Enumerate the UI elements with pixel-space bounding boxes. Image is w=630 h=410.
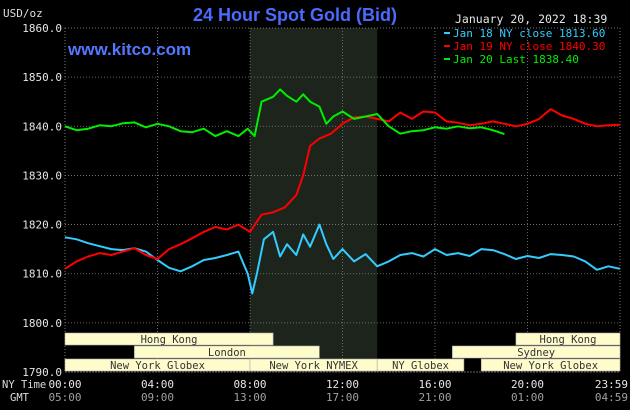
x-tick-gmt: 13:00 xyxy=(233,391,266,404)
x-tick-ny: 08:00 xyxy=(233,378,266,391)
x-tick-ny: 12:00 xyxy=(326,378,359,391)
y-tick-label: 1800.0 xyxy=(22,317,62,330)
y-tick-label: 1790.0 xyxy=(22,366,62,379)
session-label: Hong Kong xyxy=(540,334,597,346)
x-tick-gmt: 09:00 xyxy=(141,391,174,404)
x-tick-ny: 23:59 xyxy=(595,378,628,391)
unit-label: USD/oz xyxy=(3,7,43,20)
session-label: Hong Kong xyxy=(141,334,198,346)
y-tick-label: 1850.0 xyxy=(22,71,62,84)
y-tick-label: 1840.0 xyxy=(22,120,62,133)
y-axis-ticks: 1860.0 1850.0 1840.0 1830.0 1820.0 1810.0 1800… xyxy=(22,22,62,379)
session-label: London xyxy=(208,347,246,359)
watermark: www.kitco.com xyxy=(67,40,191,59)
night-session-band xyxy=(250,28,378,372)
x-tick-gmt: 01:00 xyxy=(511,391,544,404)
session-label: NY Globex xyxy=(392,360,449,372)
x-tick-ny: 16:00 xyxy=(418,378,451,391)
timestamp: January 20, 2022 18:39 xyxy=(455,12,607,26)
session-label: New York NYMEX xyxy=(269,360,358,372)
ny-time-label: NY Time xyxy=(2,379,46,391)
session-bar xyxy=(64,332,274,346)
x-tick-gmt: 04:59 xyxy=(595,391,628,404)
series-line-2 xyxy=(64,108,621,270)
x-tick-ny: 04:00 xyxy=(141,378,174,391)
x-tick-gmt: 21:00 xyxy=(418,391,451,404)
x-tick-ny: 20:00 xyxy=(511,378,544,391)
session-label: New York Globex xyxy=(110,360,205,372)
session-bar xyxy=(452,345,621,359)
session-label: Sydney xyxy=(517,347,555,359)
session-bar xyxy=(480,358,621,372)
y-tick-label: 1830.0 xyxy=(22,169,62,182)
legend-entry: Jan 18 NY close 1813.60 xyxy=(453,27,605,40)
series-line-1 xyxy=(64,223,621,295)
grid xyxy=(64,27,621,373)
session-label: New York Globex xyxy=(503,360,598,372)
chart-title: 24 Hour Spot Gold (Bid) xyxy=(193,5,397,25)
x-tick-ny: 00:00 xyxy=(48,378,81,391)
y-tick-label: 1860.0 xyxy=(22,22,62,35)
y-tick-label: 1810.0 xyxy=(22,268,62,281)
x-tick-gmt: 17:00 xyxy=(326,391,359,404)
legend-entry: Jan 19 NY close 1840.30 xyxy=(453,40,605,53)
shaded-region xyxy=(250,28,378,372)
y-tick-label: 1820.0 xyxy=(22,219,62,232)
session-bar xyxy=(134,345,320,359)
gmt-label: GMT xyxy=(10,392,30,404)
price-series xyxy=(64,88,621,295)
series-line-3 xyxy=(64,88,505,138)
session-bar xyxy=(376,358,465,372)
plot-border xyxy=(64,27,621,373)
legend-entry: Jan 20 Last 1838.40 xyxy=(453,53,579,66)
x-tick-gmt: 05:00 xyxy=(48,391,81,404)
session-bar xyxy=(515,332,621,346)
